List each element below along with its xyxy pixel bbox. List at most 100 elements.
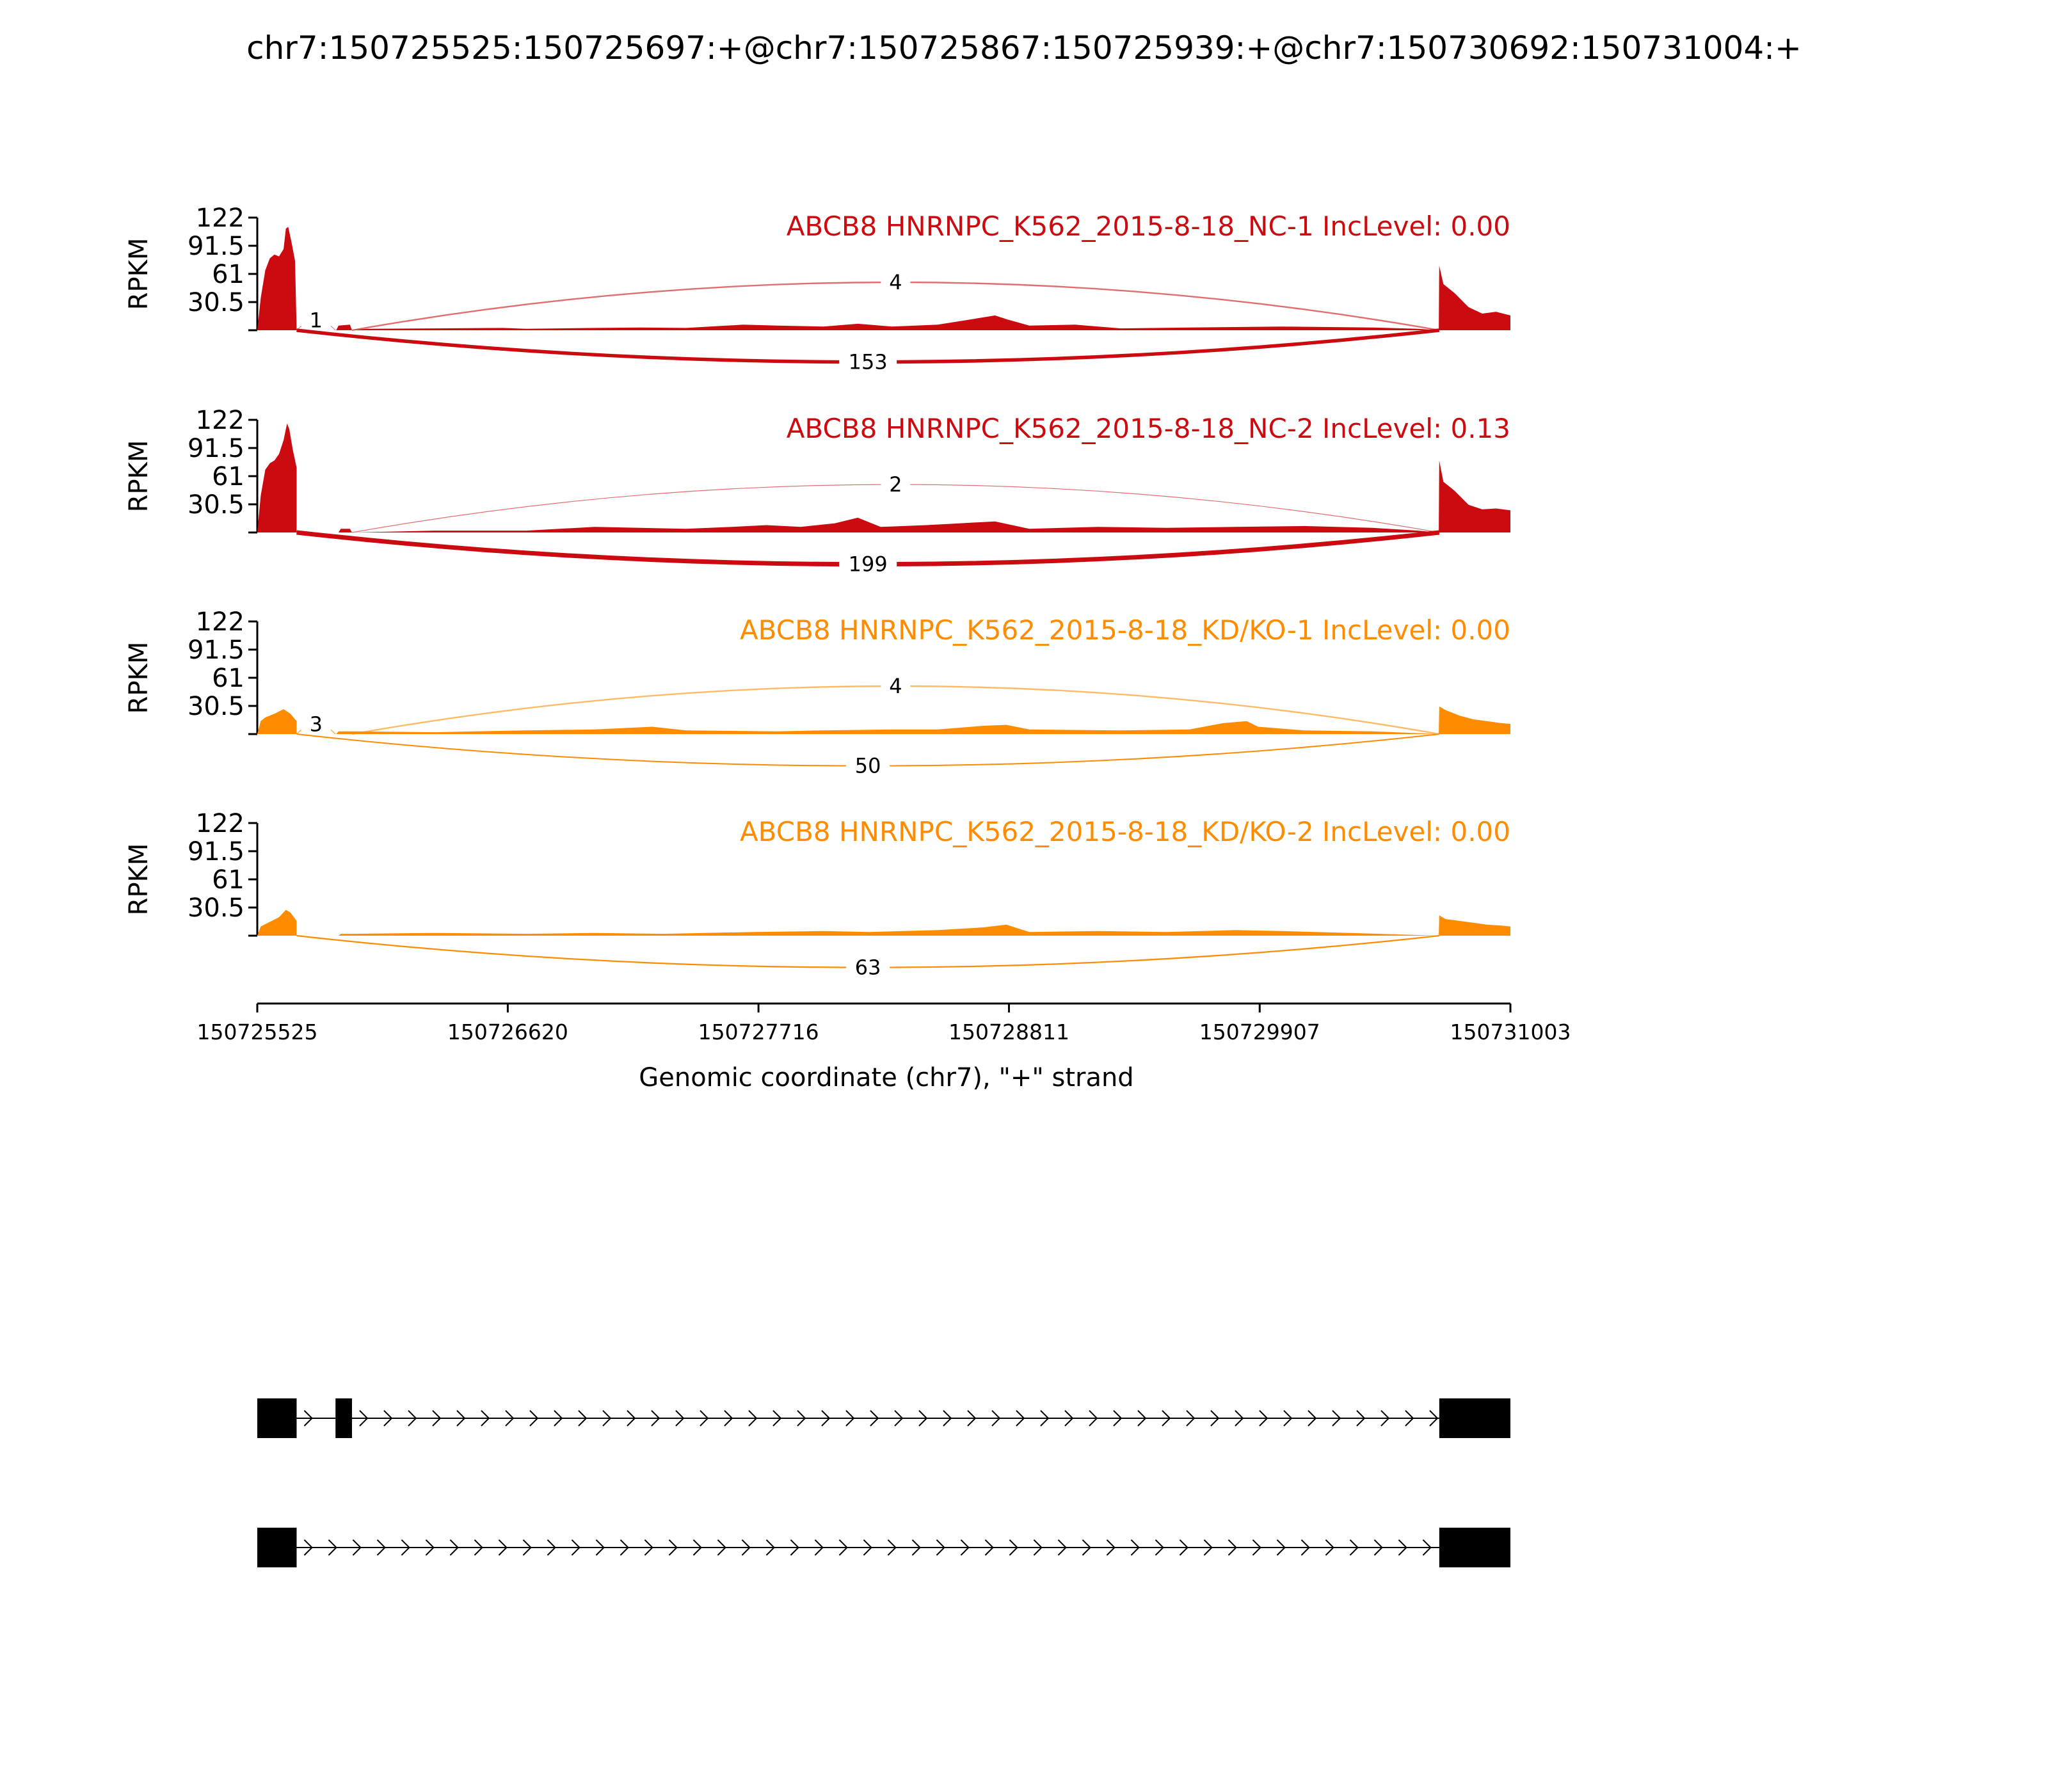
y-tick-label: 61 <box>212 865 244 895</box>
strand-arrow <box>408 1410 417 1427</box>
strand-arrow <box>724 1410 733 1427</box>
strand-arrow <box>675 1410 685 1427</box>
strand-arrow <box>765 1539 775 1556</box>
strand-arrow <box>474 1539 483 1556</box>
junction-count-label: 4 <box>889 270 902 294</box>
chart-title: chr7:150725525:150725697:+@chr7:15072586… <box>246 29 1802 67</box>
exon-block <box>1439 1398 1510 1438</box>
strand-arrow <box>644 1539 653 1556</box>
strand-arrow <box>1016 1410 1025 1427</box>
junction-count-bg <box>846 953 890 979</box>
strand-arrow <box>1210 1410 1220 1427</box>
x-tick-label: 150728811 <box>948 1020 1069 1044</box>
y-axis-label: RPKM <box>124 642 154 714</box>
strand-arrow <box>328 1539 337 1556</box>
y-tick-label: 61 <box>212 664 244 693</box>
strand-arrow <box>1332 1410 1341 1427</box>
isoform-1 <box>257 1398 1510 1438</box>
strand-arrow <box>1349 1539 1359 1556</box>
strand-arrow <box>991 1410 1001 1427</box>
strand-arrow <box>578 1410 588 1427</box>
sample-label: ABCB8 HNRNPC_K562_2015-8-18_KD/KO-1 IncL… <box>740 614 1510 646</box>
strand-arrow <box>845 1410 855 1427</box>
strand-arrow <box>1235 1410 1244 1427</box>
junction-count-label: 50 <box>855 754 881 778</box>
x-tick-label: 150727716 <box>698 1020 819 1044</box>
strand-arrow <box>1057 1539 1067 1556</box>
strand-arrow <box>911 1539 921 1556</box>
strand-arrow <box>303 1410 313 1427</box>
strand-arrow <box>1308 1410 1317 1427</box>
y-tick-label: 122 <box>196 406 244 435</box>
strand-arrow <box>1186 1410 1196 1427</box>
junction-count-bg <box>881 470 911 496</box>
y-tick-label: 91.5 <box>188 837 244 867</box>
y-tick-label: 91.5 <box>188 232 244 261</box>
strand-arrow <box>651 1410 660 1427</box>
junction-count-label: 63 <box>855 956 881 980</box>
exon-block <box>335 1398 352 1438</box>
exon-block <box>257 1528 297 1567</box>
junction-count-label: 1 <box>310 308 323 333</box>
strand-arrow <box>984 1539 994 1556</box>
strand-arrow <box>668 1539 678 1556</box>
strand-arrow <box>554 1410 563 1427</box>
strand-arrow <box>1082 1539 1091 1556</box>
sample-label: ABCB8 HNRNPC_K562_2015-8-18_KD/KO-2 IncL… <box>740 816 1510 847</box>
strand-arrow <box>692 1539 702 1556</box>
strand-arrow <box>748 1410 758 1427</box>
junction-count-label: 199 <box>849 552 888 577</box>
strand-arrow <box>1179 1539 1188 1556</box>
strand-arrow <box>1162 1410 1171 1427</box>
strand-arrow <box>602 1410 612 1427</box>
y-tick-label: 91.5 <box>188 636 244 665</box>
strand-arrow <box>894 1410 904 1427</box>
y-tick-label: 122 <box>196 204 244 233</box>
strand-arrow <box>1155 1539 1164 1556</box>
strand-arrow <box>960 1539 970 1556</box>
strand-arrow <box>1356 1410 1366 1427</box>
strand-arrow <box>425 1539 435 1556</box>
junction-count-bg <box>301 306 331 332</box>
strand-arrow <box>838 1539 848 1556</box>
strand-arrow <box>741 1539 751 1556</box>
strand-arrow <box>571 1539 580 1556</box>
strand-arrow <box>814 1539 824 1556</box>
strand-arrow <box>595 1539 605 1556</box>
strand-arrow <box>918 1410 928 1427</box>
x-tick-label: 150731003 <box>1450 1020 1571 1044</box>
strand-arrow <box>627 1410 636 1427</box>
coverage-area <box>257 706 1510 734</box>
strand-arrow <box>797 1410 806 1427</box>
strand-arrow <box>1300 1539 1310 1556</box>
gene-model <box>257 1398 1510 1567</box>
strand-arrow <box>1033 1539 1043 1556</box>
strand-arrow <box>1283 1410 1293 1427</box>
x-tick-label: 150725525 <box>197 1020 318 1044</box>
strand-arrow <box>863 1539 872 1556</box>
strand-arrow <box>1064 1410 1074 1427</box>
x-tick-label: 150726620 <box>447 1020 568 1044</box>
strand-arrow <box>522 1539 532 1556</box>
x-axis-label: Genomic coordinate (chr7), "+" strand <box>639 1063 1133 1092</box>
strand-arrow <box>1137 1410 1147 1427</box>
junction-count-bg <box>846 751 890 778</box>
exon-block <box>1439 1528 1510 1567</box>
coverage-area <box>257 909 1510 936</box>
strand-arrow <box>887 1539 897 1556</box>
junction-count-bg <box>839 550 897 576</box>
strand-arrow <box>1106 1539 1116 1556</box>
strand-arrow <box>383 1410 393 1427</box>
y-axis-label: RPKM <box>124 844 154 916</box>
strand-arrow <box>529 1410 539 1427</box>
strand-arrow <box>700 1410 709 1427</box>
y-tick-label: 30.5 <box>188 288 244 317</box>
strand-arrow <box>498 1539 508 1556</box>
y-tick-label: 61 <box>212 260 244 289</box>
strand-arrow <box>943 1410 952 1427</box>
strand-arrow <box>1203 1539 1213 1556</box>
strand-arrow <box>1259 1410 1268 1427</box>
